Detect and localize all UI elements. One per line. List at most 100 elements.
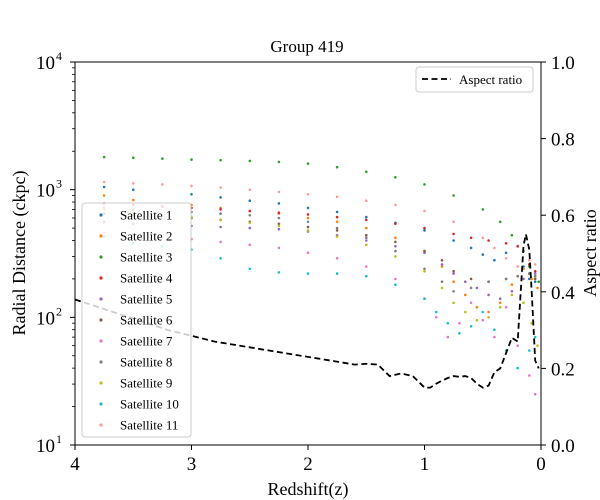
data-point <box>452 301 455 305</box>
data-point <box>102 180 106 184</box>
data-point <box>533 277 537 281</box>
y2-tick-label: 0.0 <box>551 436 575 457</box>
data-point <box>516 366 519 370</box>
data-point <box>510 293 514 297</box>
aspect-ratio-line-path <box>74 234 540 389</box>
data-point <box>498 220 502 224</box>
data-point <box>533 269 537 273</box>
legend-entry: Satellite 7 <box>99 334 173 349</box>
data-point <box>277 222 281 226</box>
data-point <box>440 258 444 262</box>
series-satellite-7 <box>102 231 537 396</box>
line-legend-box <box>415 66 534 93</box>
data-point <box>335 165 339 169</box>
data-point <box>306 193 310 196</box>
y-tick-label: 10 <box>36 53 55 74</box>
data-point <box>394 283 397 287</box>
data-point <box>365 236 368 240</box>
data-point <box>510 290 514 293</box>
data-point <box>335 257 339 260</box>
data-point <box>132 182 135 185</box>
y-tick-exponent: 3 <box>56 177 62 191</box>
data-point <box>394 255 397 258</box>
data-point <box>487 280 490 284</box>
data-point <box>498 297 502 301</box>
legend-marker <box>99 381 103 385</box>
data-point <box>522 301 525 305</box>
data-point <box>306 251 310 255</box>
series-satellite-1 <box>102 185 537 284</box>
legend-entry: Satellite 10 <box>99 397 179 412</box>
data-point <box>481 318 485 322</box>
data-point <box>464 280 467 284</box>
data-point <box>440 286 444 290</box>
data-point <box>528 374 531 377</box>
data-point <box>537 280 540 284</box>
legend-label: Satellite 7 <box>120 334 173 349</box>
data-point <box>219 186 222 189</box>
data-point <box>365 199 368 202</box>
data-point <box>452 280 455 284</box>
data-point <box>335 235 339 238</box>
data-point <box>452 239 455 242</box>
data-point <box>161 157 164 160</box>
y-tick-label: 10 <box>36 436 55 457</box>
data-point <box>102 185 106 189</box>
data-point <box>464 293 467 297</box>
data-point <box>277 202 281 205</box>
data-point <box>306 272 310 275</box>
data-point <box>504 257 508 260</box>
x-tick-label: 0 <box>536 454 546 475</box>
legend-entry: Satellite 6 <box>99 313 173 328</box>
legend-marker <box>99 276 103 280</box>
data-point <box>516 265 519 268</box>
data-point <box>493 258 496 262</box>
data-point <box>306 220 310 224</box>
data-point <box>335 220 339 224</box>
data-point <box>533 335 537 339</box>
data-point <box>452 269 455 273</box>
data-point <box>475 286 479 290</box>
series-satellite-11 <box>102 180 537 268</box>
y-tick-label: 10 <box>36 181 55 202</box>
data-point <box>481 236 485 240</box>
data-point <box>277 190 281 194</box>
data-point <box>487 310 490 314</box>
x-tick-label: 4 <box>70 454 80 475</box>
data-point <box>248 214 252 217</box>
data-point <box>219 196 222 199</box>
chart-title: Group 419 <box>270 37 343 56</box>
data-point <box>533 280 537 284</box>
data-point <box>504 277 508 281</box>
series-legend: Satellite 1 Satellite 2 Satellite 3 Satelli… <box>81 202 192 438</box>
data-point <box>335 226 339 230</box>
data-point <box>335 215 339 219</box>
data-point <box>394 249 397 253</box>
data-point <box>464 310 467 314</box>
series-legend-box <box>81 202 192 438</box>
data-point <box>219 158 222 162</box>
data-point <box>277 246 281 250</box>
data-point <box>498 301 502 305</box>
line-legend: Aspect ratio <box>415 66 534 93</box>
data-point <box>446 335 450 339</box>
legend-label: Satellite 11 <box>120 418 178 433</box>
data-point <box>248 209 252 213</box>
x-axis-title: Redshift(z) <box>268 479 349 500</box>
legend-label: Satellite 10 <box>120 397 179 412</box>
data-point <box>219 225 222 229</box>
data-point <box>516 245 519 248</box>
data-point <box>306 206 310 210</box>
data-point <box>530 321 533 325</box>
data-point <box>469 301 473 305</box>
data-point <box>306 225 310 229</box>
data-point <box>102 155 106 159</box>
data-point <box>469 236 473 240</box>
data-point <box>132 188 135 191</box>
legend-entry: Satellite 9 <box>99 376 172 391</box>
data-point <box>423 249 426 253</box>
data-point <box>528 277 531 281</box>
data-point <box>516 274 519 278</box>
data-point <box>394 236 397 240</box>
